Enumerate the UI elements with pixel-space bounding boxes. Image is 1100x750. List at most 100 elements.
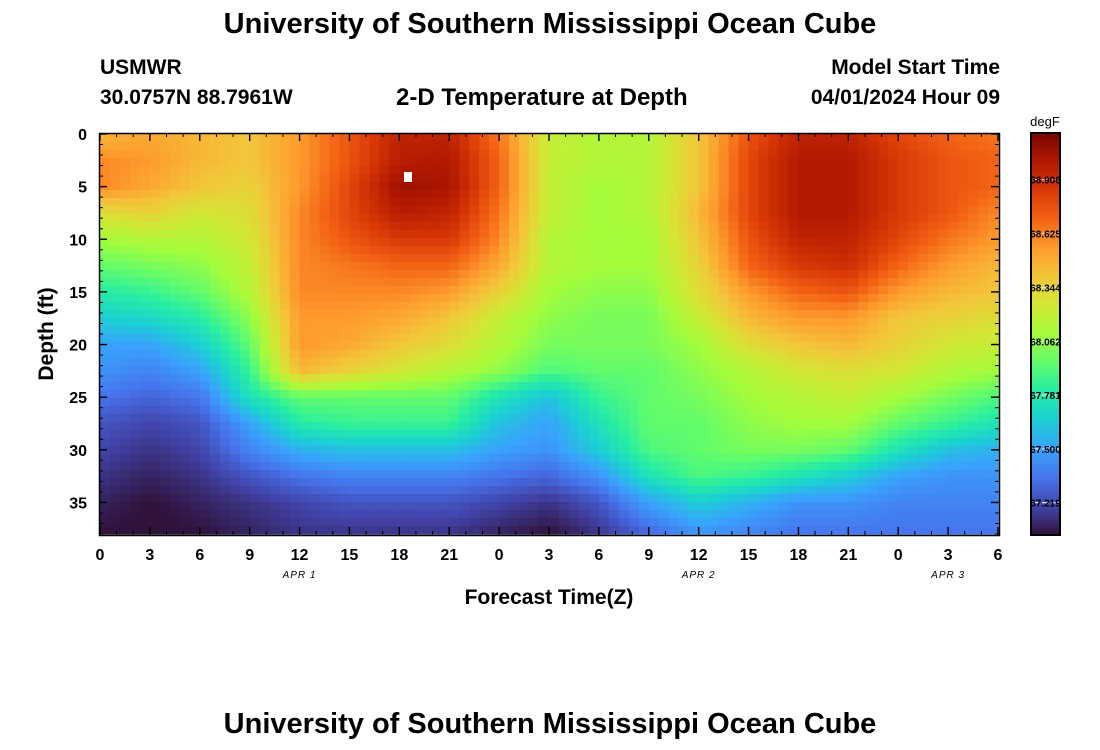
heatmap-cell [818, 334, 829, 343]
heatmap-cell [568, 510, 580, 519]
heatmap-cell [868, 190, 879, 199]
heatmap-cell [499, 334, 510, 343]
heatmap-cell [369, 270, 380, 279]
heatmap-cell [808, 206, 819, 215]
heatmap-cell [728, 142, 740, 151]
heatmap-cell [479, 414, 490, 423]
heatmap-cell [608, 382, 620, 391]
heatmap-cell [479, 254, 490, 263]
heatmap-cell [339, 382, 351, 391]
heatmap-cell [449, 142, 460, 151]
heatmap-cell [598, 190, 610, 199]
heatmap-cell [100, 158, 111, 167]
heatmap-cell [399, 350, 410, 359]
heatmap-cell [489, 190, 500, 199]
heatmap-cell [668, 430, 680, 439]
heatmap-cell [309, 230, 321, 239]
heatmap-cell [169, 478, 181, 487]
heatmap-cell [658, 318, 670, 327]
heatmap-cell [868, 238, 879, 247]
heatmap-cell [409, 406, 420, 415]
heatmap-cell [768, 214, 780, 223]
heatmap-cell [379, 406, 390, 415]
heatmap-cell [529, 142, 540, 151]
heatmap-cell [918, 166, 929, 175]
heatmap-cell [449, 342, 460, 351]
heatmap-cell [159, 422, 171, 431]
heatmap-cell [578, 486, 590, 495]
heatmap-cell [848, 254, 859, 263]
heatmap-cell [169, 142, 181, 151]
heatmap-cell [708, 382, 720, 391]
heatmap-cell [898, 230, 909, 239]
heatmap-cell [768, 158, 780, 167]
heatmap-cell [688, 486, 700, 495]
heatmap-cell [349, 286, 361, 295]
heatmap-cell [738, 326, 750, 335]
heatmap-cell [748, 286, 760, 295]
heatmap-cell [329, 142, 341, 151]
heatmap-cell [199, 438, 211, 447]
heatmap-cell [379, 446, 390, 455]
heatmap-cell [758, 238, 770, 247]
heatmap-cell [928, 246, 939, 255]
heatmap-cell [838, 462, 849, 471]
heatmap-cell [379, 478, 390, 487]
heatmap-cell [369, 438, 380, 447]
heatmap-cell [868, 294, 879, 303]
heatmap-cell [978, 150, 989, 159]
heatmap-cell [319, 190, 331, 199]
heatmap-cell [299, 438, 311, 447]
heatmap-cell [239, 310, 251, 319]
heatmap-cell [768, 390, 780, 399]
heatmap-cell [908, 238, 919, 247]
heatmap-cell [299, 142, 311, 151]
heatmap-cell [449, 246, 460, 255]
heatmap-cell [479, 350, 490, 359]
heatmap-cell [459, 502, 470, 511]
heatmap-cell [299, 174, 311, 183]
heatmap-cell [598, 222, 610, 231]
heatmap-cell [878, 510, 889, 519]
heatmap-cell [698, 342, 710, 351]
heatmap-cell [119, 214, 131, 223]
heatmap-cell [409, 174, 420, 183]
heatmap-cell [509, 350, 520, 359]
heatmap-cell [598, 462, 610, 471]
heatmap-cell [529, 494, 540, 503]
heatmap-cell [578, 182, 590, 191]
heatmap-cell [469, 214, 480, 223]
heatmap-cell [558, 414, 570, 423]
heatmap-cell [489, 430, 500, 439]
heatmap-cell [209, 526, 221, 535]
heatmap-cell [109, 486, 121, 495]
heatmap-cell [299, 374, 311, 383]
heatmap-cell [668, 526, 680, 535]
heatmap-cell [848, 286, 859, 295]
heatmap-cell [958, 486, 969, 495]
heatmap-cell [608, 230, 620, 239]
heatmap-cell [958, 150, 969, 159]
heatmap-cell [708, 230, 720, 239]
heatmap-cell [658, 446, 670, 455]
heatmap-cell [459, 206, 470, 215]
heatmap-cell [618, 278, 630, 287]
heatmap-cell [100, 430, 111, 439]
heatmap-cell [578, 454, 590, 463]
heatmap-cell [129, 206, 141, 215]
heatmap-cell [379, 142, 390, 151]
heatmap-cell [658, 326, 670, 335]
heatmap-cell [618, 398, 630, 407]
heatmap-cell [828, 382, 839, 391]
heatmap-cell [798, 318, 810, 327]
heatmap-cell [628, 134, 640, 143]
heatmap-cell [379, 238, 390, 247]
heatmap-cell [459, 142, 470, 151]
heatmap-cell [888, 222, 899, 231]
heatmap-cell [529, 430, 540, 439]
heatmap-cell [628, 182, 640, 191]
heatmap-cell [838, 206, 849, 215]
heatmap-cell [379, 358, 390, 367]
heatmap-cell [369, 366, 380, 375]
heatmap-cell [419, 174, 430, 183]
